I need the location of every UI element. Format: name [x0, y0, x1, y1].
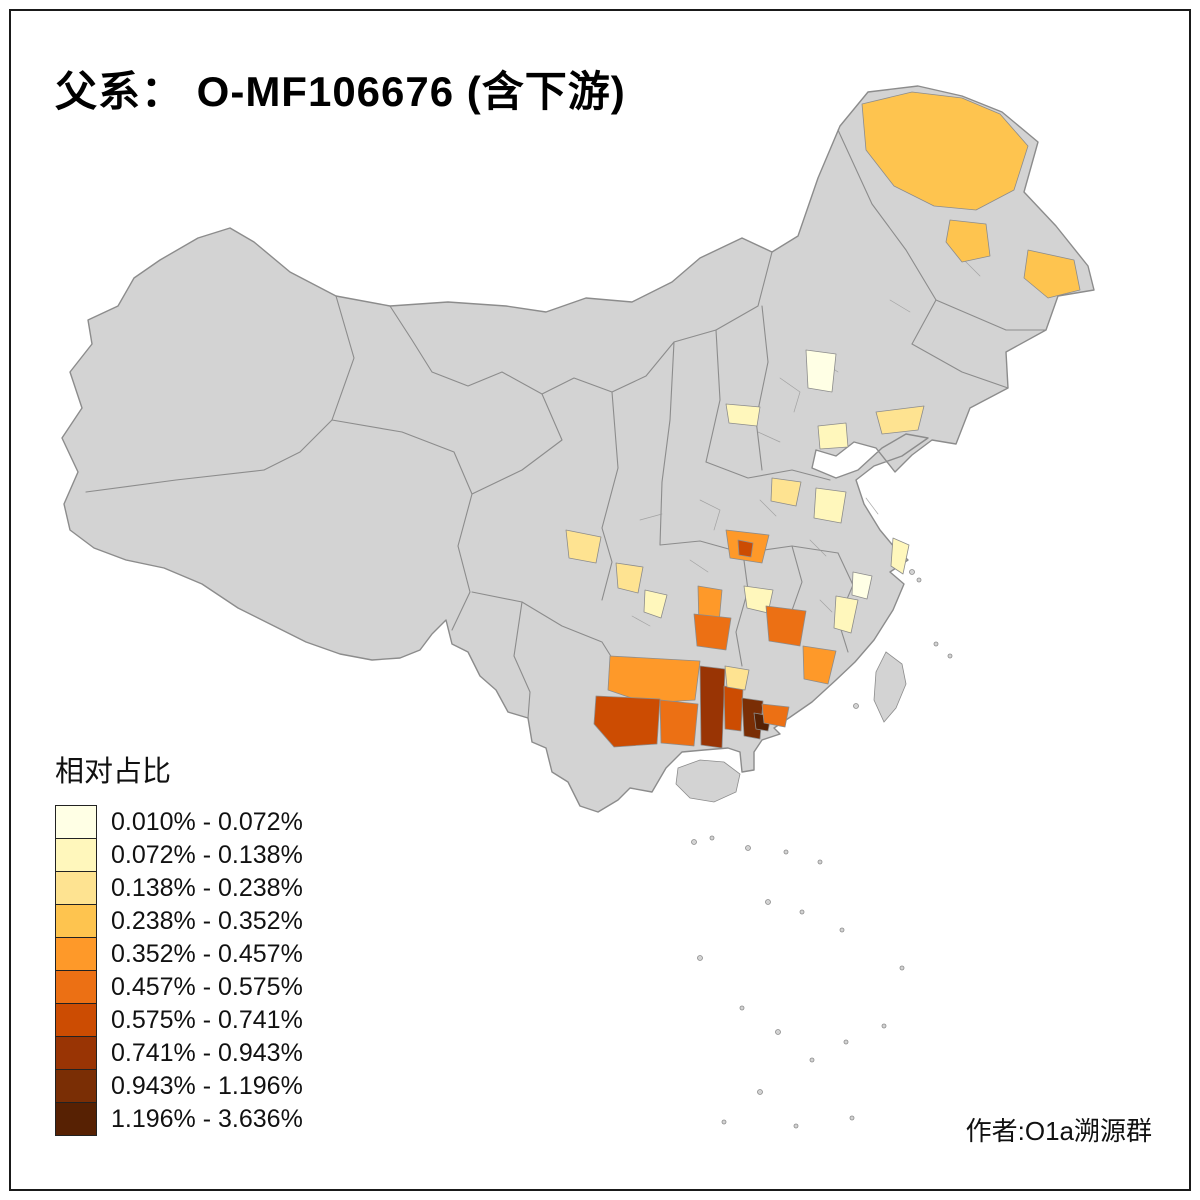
legend-row: 1.196% - 3.636%: [55, 1102, 303, 1136]
region-patch: [1023, 249, 1081, 299]
legend-row: 0.741% - 0.943%: [55, 1036, 303, 1070]
region-patch: [615, 562, 644, 594]
legend-color-swatch: [55, 1036, 97, 1070]
legend-row: 0.457% - 0.575%: [55, 970, 303, 1004]
region-patch: [725, 403, 761, 427]
legend-range-label: 0.457% - 0.575%: [111, 972, 303, 1001]
legend-title: 相对占比: [55, 756, 172, 788]
region-patch: [659, 699, 699, 747]
legend-color-swatch: [55, 1003, 97, 1037]
prefecture-lines: [631, 257, 981, 627]
region-patch: [805, 349, 837, 393]
legend-range-label: 0.943% - 1.196%: [111, 1071, 303, 1100]
legend-row: 0.010% - 0.072%: [55, 805, 303, 839]
region-patch: [817, 422, 849, 450]
author-credit: 作者:O1a溯源群: [965, 1116, 1152, 1146]
colored-regions: [565, 91, 1081, 749]
legend-color-swatch: [55, 937, 97, 971]
legend-row: 0.352% - 0.457%: [55, 937, 303, 971]
region-patch: [770, 477, 802, 507]
legend-row: 0.943% - 1.196%: [55, 1069, 303, 1103]
legend-range-label: 0.072% - 0.138%: [111, 840, 303, 869]
region-patch: [565, 529, 602, 564]
map-title: 父系： O-MF106676 (含下游): [55, 68, 626, 115]
legend-range-label: 0.238% - 0.352%: [111, 906, 303, 935]
region-patch: [724, 665, 750, 691]
legend-color-swatch: [55, 805, 97, 839]
region-patch: [723, 685, 744, 732]
small-islands: [691, 569, 953, 1129]
region-patch: [945, 219, 991, 263]
region-patch: [875, 405, 925, 435]
legend-color-swatch: [55, 1102, 97, 1136]
legend-range-label: 0.010% - 0.072%: [111, 807, 303, 836]
hainan-island: [675, 759, 741, 803]
region-patch: [890, 537, 910, 575]
region-patch: [765, 605, 807, 647]
china-mainland: [61, 85, 1095, 813]
region-patch: [761, 703, 790, 728]
region-patch: [861, 91, 1029, 211]
legend-color-swatch: [55, 970, 97, 1004]
legend: 相对占比 0.010% - 0.072% 0.072% - 0.138% 0.1…: [55, 748, 303, 1136]
legend-row: 0.575% - 0.741%: [55, 1003, 303, 1037]
region-patch: [737, 539, 754, 558]
region-patch: [593, 695, 661, 748]
province-boundaries: [85, 129, 1047, 719]
legend-row: 0.138% - 0.238%: [55, 871, 303, 905]
region-patch: [643, 589, 668, 619]
legend-range-label: 0.138% - 0.238%: [111, 873, 303, 902]
legend-range-label: 1.196% - 3.636%: [111, 1104, 303, 1133]
legend-color-swatch: [55, 838, 97, 872]
region-patch: [851, 571, 873, 600]
taiwan-island: [873, 651, 907, 723]
region-patch: [699, 665, 726, 749]
region-patch: [833, 595, 859, 634]
legend-color-swatch: [55, 1069, 97, 1103]
legend-entries: 0.010% - 0.072% 0.072% - 0.138% 0.138% -…: [55, 805, 303, 1136]
region-patch: [693, 613, 732, 651]
legend-row: 0.072% - 0.138%: [55, 838, 303, 872]
legend-range-label: 0.575% - 0.741%: [111, 1005, 303, 1034]
legend-color-swatch: [55, 871, 97, 905]
legend-color-swatch: [55, 904, 97, 938]
region-patch: [813, 487, 847, 524]
legend-range-label: 0.741% - 0.943%: [111, 1038, 303, 1067]
legend-row: 0.238% - 0.352%: [55, 904, 303, 938]
legend-range-label: 0.352% - 0.457%: [111, 939, 303, 968]
region-patch: [802, 645, 837, 685]
